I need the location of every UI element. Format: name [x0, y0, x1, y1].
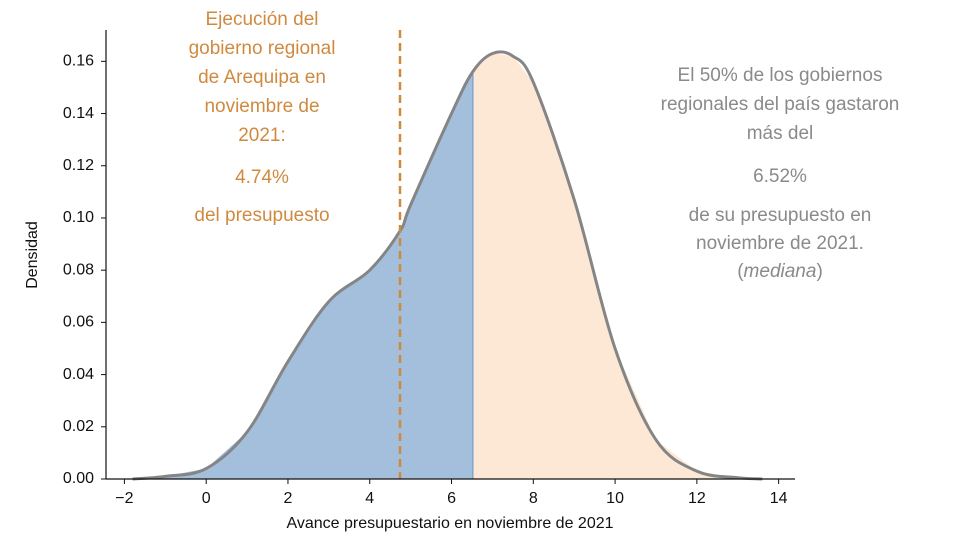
x-tick-label: 2 — [284, 490, 293, 507]
annotation-highlight: 4.74% — [235, 167, 289, 188]
area-above-median — [472, 53, 763, 479]
y-tick-label: 0.10 — [63, 209, 94, 226]
y-tick-label: 0.04 — [63, 366, 94, 383]
y-tick-label: 0.00 — [63, 470, 94, 487]
y-tick-label: 0.16 — [63, 53, 94, 70]
y-tick-label: 0.08 — [63, 261, 94, 278]
x-tick-label: 12 — [688, 490, 706, 507]
annotation-line: gobierno regional — [189, 38, 336, 59]
annotation-line: noviembre de — [204, 96, 319, 117]
x-tick-label: 14 — [770, 490, 788, 507]
annotation-line: 2021: — [238, 125, 286, 146]
y-tick-label: 0.14 — [63, 105, 94, 122]
x-tick-label: 10 — [606, 490, 624, 507]
annotation-line: de su presupuesto en — [689, 205, 872, 226]
annotation-line: más del — [747, 123, 814, 144]
density-curve — [132, 50, 763, 481]
x-tick-label: 8 — [529, 490, 538, 507]
note-open: ( — [737, 261, 744, 282]
annotation-line: de Arequipa en — [198, 67, 326, 88]
note-close: ) — [816, 261, 822, 282]
y-tick-label: 0.02 — [63, 418, 94, 435]
annotation-note: (mediana) — [737, 261, 823, 282]
y-axis-title: Densidad — [24, 221, 41, 289]
y-tick-label: 0.06 — [63, 314, 94, 331]
annotation-highlight: 6.52% — [753, 166, 807, 187]
annotation-line: Ejecución del — [205, 9, 318, 30]
x-tick-label: 4 — [365, 490, 374, 507]
note-italic: mediana — [744, 261, 817, 282]
x-axis-title: Avance presupuestario en noviembre de 20… — [286, 515, 613, 532]
x-tick-label: 0 — [202, 490, 211, 507]
x-tick-label: 6 — [447, 490, 456, 507]
annotation-line: del presupuesto — [194, 205, 329, 226]
area-below-median — [132, 71, 473, 479]
annotation-line: El 50% de los gobiernos — [678, 65, 883, 86]
y-tick-label: 0.12 — [63, 157, 94, 174]
annotation-line: noviembre de 2021. — [696, 233, 864, 254]
x-tick-label: −2 — [115, 490, 133, 507]
annotation-line: regionales del país gastaron — [661, 94, 900, 115]
